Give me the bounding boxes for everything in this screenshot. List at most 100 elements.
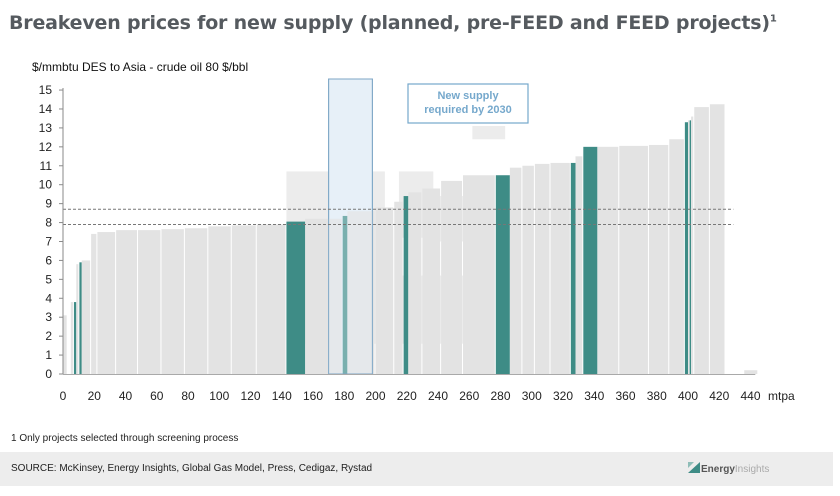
highlighted-bar xyxy=(495,175,510,374)
annotation-layer: New supply required by 2030 xyxy=(407,83,529,124)
bar xyxy=(184,228,208,374)
bar xyxy=(463,175,495,374)
bar xyxy=(709,104,725,374)
bar xyxy=(534,163,550,374)
y-tick-label: 1 xyxy=(45,348,52,362)
y-tick-label: 6 xyxy=(45,253,52,267)
y-tick-label: 8 xyxy=(45,216,52,230)
chart-title-text: Breakeven prices for new supply (planned… xyxy=(9,12,770,34)
highlighted-bar xyxy=(570,162,576,374)
x-tick-label: 20 xyxy=(88,389,102,403)
bar xyxy=(619,145,648,374)
x-tick-label: 440 xyxy=(740,389,760,403)
y-tick-label: 7 xyxy=(45,234,52,248)
bar xyxy=(550,162,570,374)
x-tick-label: 420 xyxy=(709,389,729,403)
highlighted-bar xyxy=(73,302,77,374)
x-tick-label: 220 xyxy=(397,389,417,403)
bar xyxy=(648,144,669,374)
x-tick-label: 160 xyxy=(303,389,323,403)
x-tick-label: 200 xyxy=(365,389,385,403)
annotation-text: New supply xyxy=(437,90,499,102)
y-tick-label: 15 xyxy=(39,83,53,97)
bar xyxy=(688,120,689,374)
x-tick-label: 180 xyxy=(334,389,354,403)
bar xyxy=(76,264,79,374)
bar xyxy=(91,233,97,374)
bar xyxy=(256,224,286,374)
x-tick-label: 40 xyxy=(119,389,133,403)
bar xyxy=(669,139,684,374)
x-tick-label: 0 xyxy=(60,389,67,403)
highlighted-bar xyxy=(286,221,306,374)
x-tick-label: 360 xyxy=(615,389,635,403)
bar xyxy=(347,211,375,374)
bar xyxy=(70,302,73,374)
reference-lines xyxy=(63,78,734,375)
bar xyxy=(509,167,522,374)
bar xyxy=(744,370,758,374)
bar xyxy=(597,146,619,374)
x-tick-label: 60 xyxy=(150,389,164,403)
bar xyxy=(375,207,394,374)
y-tick-label: 13 xyxy=(39,121,53,135)
x-tick-label: 280 xyxy=(490,389,510,403)
source-text: SOURCE: McKinsey, Energy Insights, Globa… xyxy=(11,463,373,474)
x-tick-label: 100 xyxy=(209,389,229,403)
bar xyxy=(694,107,709,374)
bar xyxy=(231,225,256,374)
chart-title: Breakeven prices for new supply (planned… xyxy=(9,12,777,34)
x-axis-label: mtpa xyxy=(768,389,795,403)
bar xyxy=(63,315,67,374)
x-tick-label: 140 xyxy=(272,389,292,403)
x-tick-label: 260 xyxy=(459,389,479,403)
brand-name-bold: Energy xyxy=(701,464,735,475)
x-tick-label: 120 xyxy=(240,389,260,403)
bar xyxy=(138,230,161,374)
bar xyxy=(116,230,137,374)
x-tick-label: 340 xyxy=(584,389,604,403)
x-tick-label: 80 xyxy=(181,389,195,403)
bar xyxy=(305,218,342,374)
highlighted-bar xyxy=(684,122,688,374)
highlighted-bar xyxy=(583,146,598,374)
energy-insights-logo: EnergyInsights xyxy=(688,462,769,475)
bar xyxy=(522,165,534,374)
footnote: 1 Only projects selected through screeni… xyxy=(11,433,239,444)
bar xyxy=(691,116,694,374)
highlighted-bar xyxy=(689,120,692,374)
bar xyxy=(408,192,422,374)
brand-mark-icon xyxy=(688,462,700,473)
y-tick-label: 14 xyxy=(39,102,53,116)
x-tick-label: 400 xyxy=(678,389,698,403)
bar xyxy=(97,232,116,374)
y-tick-label: 4 xyxy=(45,291,52,305)
y-tick-label: 0 xyxy=(45,367,52,381)
bars-layer xyxy=(63,104,758,374)
source-bar: SOURCE: McKinsey, Energy Insights, Globa… xyxy=(0,452,833,486)
x-tick-label: 300 xyxy=(522,389,542,403)
y-tick-label: 3 xyxy=(45,310,52,324)
required-supply-band-outline xyxy=(328,78,373,375)
y-tick-label: 12 xyxy=(39,140,53,154)
bar xyxy=(441,180,462,374)
title-footnote-marker: 1 xyxy=(769,13,777,25)
annotation-text: required by 2030 xyxy=(424,104,511,116)
y-tick-label: 10 xyxy=(39,178,53,192)
y-tick-label: 9 xyxy=(45,197,52,211)
x-tick-label: 380 xyxy=(647,389,667,403)
brand-name-light: Insights xyxy=(734,464,770,475)
bar xyxy=(394,201,403,374)
bar xyxy=(81,260,91,374)
background-block xyxy=(472,126,506,140)
y-tick-label: 11 xyxy=(40,159,53,173)
y-tick-label: 5 xyxy=(45,272,52,286)
bar xyxy=(575,156,583,374)
highlighted-bar xyxy=(403,196,409,374)
highlighted-bar xyxy=(342,215,348,374)
x-tick-label: 240 xyxy=(428,389,448,403)
y-axis-label: $/mmbtu DES to Asia - crude oil 80 $/bbl xyxy=(32,60,249,74)
bar xyxy=(161,229,184,374)
